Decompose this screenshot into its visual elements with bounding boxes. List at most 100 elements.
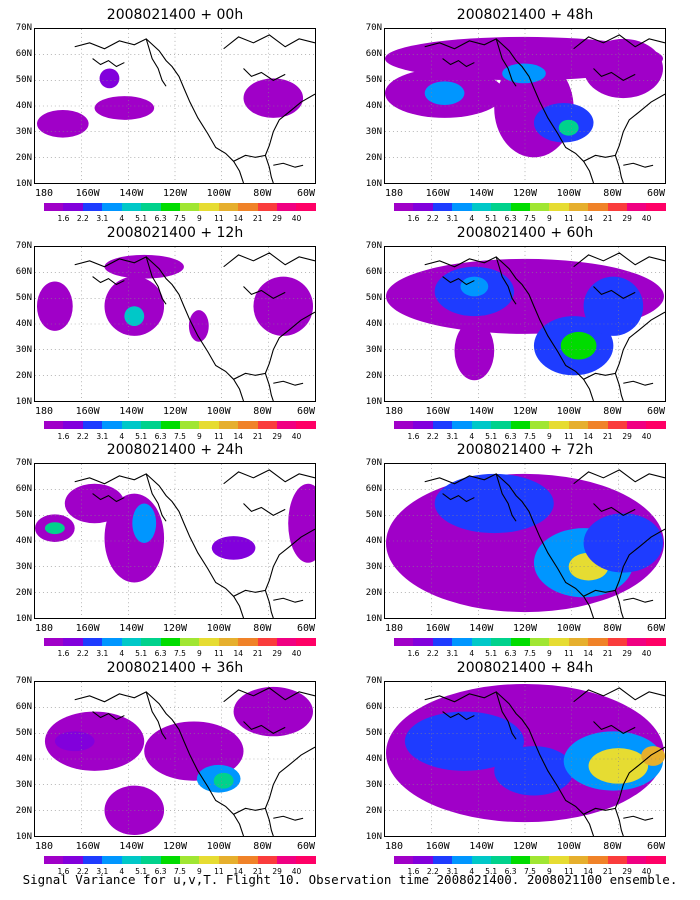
panel-60h: 2008021400 + 60h 70N 60N 50N 40N 30N 20N 10N 180… [350, 224, 690, 441]
coastline [273, 597, 304, 603]
colorbar-label: 6.3 [504, 649, 517, 658]
colorbar-swatch [394, 203, 414, 211]
colorbar-swatch [529, 856, 550, 864]
longitude-label: 140W [469, 406, 494, 417]
colorbar-label: 3.1 [96, 867, 109, 876]
colorbar-swatch [529, 203, 550, 211]
colorbar-swatch [607, 421, 628, 429]
map-canvas [385, 247, 665, 401]
colorbar-label: 29 [272, 649, 282, 658]
latitude-label: 20N [365, 371, 382, 381]
colorbar-swatch [179, 856, 200, 864]
figure-caption: Signal Variance for u,v,T. Flight 10. Ob… [22, 872, 678, 887]
colorbar-label: 40 [641, 432, 652, 441]
colorbar-label: 5.1 [135, 649, 148, 658]
coastline [442, 276, 475, 286]
colorbar-label: 5.1 [485, 214, 498, 223]
colorbar-swatch [82, 638, 103, 646]
colorbar-swatch [394, 421, 414, 429]
latitude-label: 10N [15, 614, 32, 624]
colorbar-swatch [257, 421, 278, 429]
coastline [583, 161, 595, 183]
colorbar-swatch [63, 203, 83, 211]
colorbar-swatch [121, 856, 142, 864]
colorbar-label: 14 [233, 649, 244, 658]
colorbar-label: 29 [272, 432, 282, 441]
longitude-label: 180 [384, 188, 404, 199]
longitude-label: 120W [512, 623, 538, 634]
colorbar-swatch [607, 638, 628, 646]
map-canvas [35, 29, 315, 183]
colorbar-label: 40 [291, 214, 302, 223]
colorbar-label: 5.1 [135, 432, 148, 441]
longitude-label: 140W [119, 841, 144, 852]
latitude-label: 10N [365, 397, 382, 407]
coastline [593, 68, 636, 81]
latitude-label: 20N [365, 153, 382, 163]
latitude-label: 40N [365, 754, 382, 764]
colorbar-label: 21 [252, 432, 263, 441]
colorbar [394, 856, 666, 864]
colorbar [394, 203, 666, 211]
coastline [264, 155, 274, 183]
colorbar-label: 7.5 [174, 432, 186, 441]
colorbar-label: 21 [252, 649, 263, 658]
map-plot [34, 246, 316, 402]
colorbar-swatch [102, 856, 122, 864]
colorbar-swatch [510, 421, 530, 429]
longitude-label: 100W [206, 623, 231, 634]
latitude-label: 60N [365, 702, 382, 712]
colorbar-swatch [568, 856, 589, 864]
map-plot [384, 246, 666, 402]
colorbar-label: 1.6 [57, 214, 70, 223]
colorbar-label: 3.1 [446, 214, 459, 223]
coastline [243, 503, 286, 516]
colorbar-swatch [277, 421, 297, 429]
longitude-label: 120W [162, 841, 188, 852]
colorbar-label: 21 [602, 432, 613, 441]
coastline [264, 373, 274, 401]
latitude-label: 30N [365, 562, 382, 572]
colorbar-swatch [141, 638, 161, 646]
colorbar-swatch [238, 421, 258, 429]
colorbar-label: 1.6 [57, 867, 70, 876]
latitude-label: 60N [365, 267, 382, 277]
colorbar-label: 4 [469, 432, 475, 441]
coastline [74, 256, 315, 380]
colorbar-swatch [179, 203, 200, 211]
colorbar-label: 3.1 [446, 649, 459, 658]
colorbar-swatch [491, 203, 511, 211]
colorbar-label: 11 [564, 214, 574, 223]
colorbar [44, 638, 316, 646]
colorbar-swatch [646, 638, 666, 646]
colorbar-label: 9 [197, 867, 202, 876]
coastline [145, 473, 167, 522]
colorbar-label: 29 [622, 432, 632, 441]
colorbar-label: 2.2 [76, 649, 89, 658]
longitude-label: 140W [469, 841, 494, 852]
map-plot [34, 28, 316, 184]
colorbar-label: 11 [564, 432, 574, 441]
panel-title: 2008021400 + 84h [456, 660, 594, 676]
colorbar-label: 6.3 [154, 867, 167, 876]
latitude-label: 30N [365, 345, 382, 355]
colorbar-swatch [529, 638, 550, 646]
panel-48h: 2008021400 + 48h 70N 60N 50N 40N 30N 20N 10N 180… [350, 6, 690, 223]
panel-12h: 2008021400 + 12h 70N 60N 50N 40N 30N 20N 10N 180… [0, 224, 340, 441]
colorbar-swatch [588, 421, 608, 429]
longitude-label: 160W [75, 406, 100, 417]
coastline [264, 590, 274, 618]
longitude-label: 100W [556, 406, 581, 417]
panel-title: 2008021400 + 72h [456, 442, 594, 458]
coastline [424, 256, 665, 380]
latitude-label: 10N [365, 832, 382, 842]
colorbar-swatch [257, 203, 278, 211]
latitude-label: 40N [15, 101, 32, 111]
colorbar-label: 4 [119, 867, 125, 876]
colorbar-swatch [491, 421, 511, 429]
coastline [424, 38, 665, 162]
colorbar-swatch [413, 421, 433, 429]
colorbar-swatch [160, 856, 180, 864]
colorbar-label: 40 [641, 649, 652, 658]
longitude-label: 60W [296, 841, 316, 852]
